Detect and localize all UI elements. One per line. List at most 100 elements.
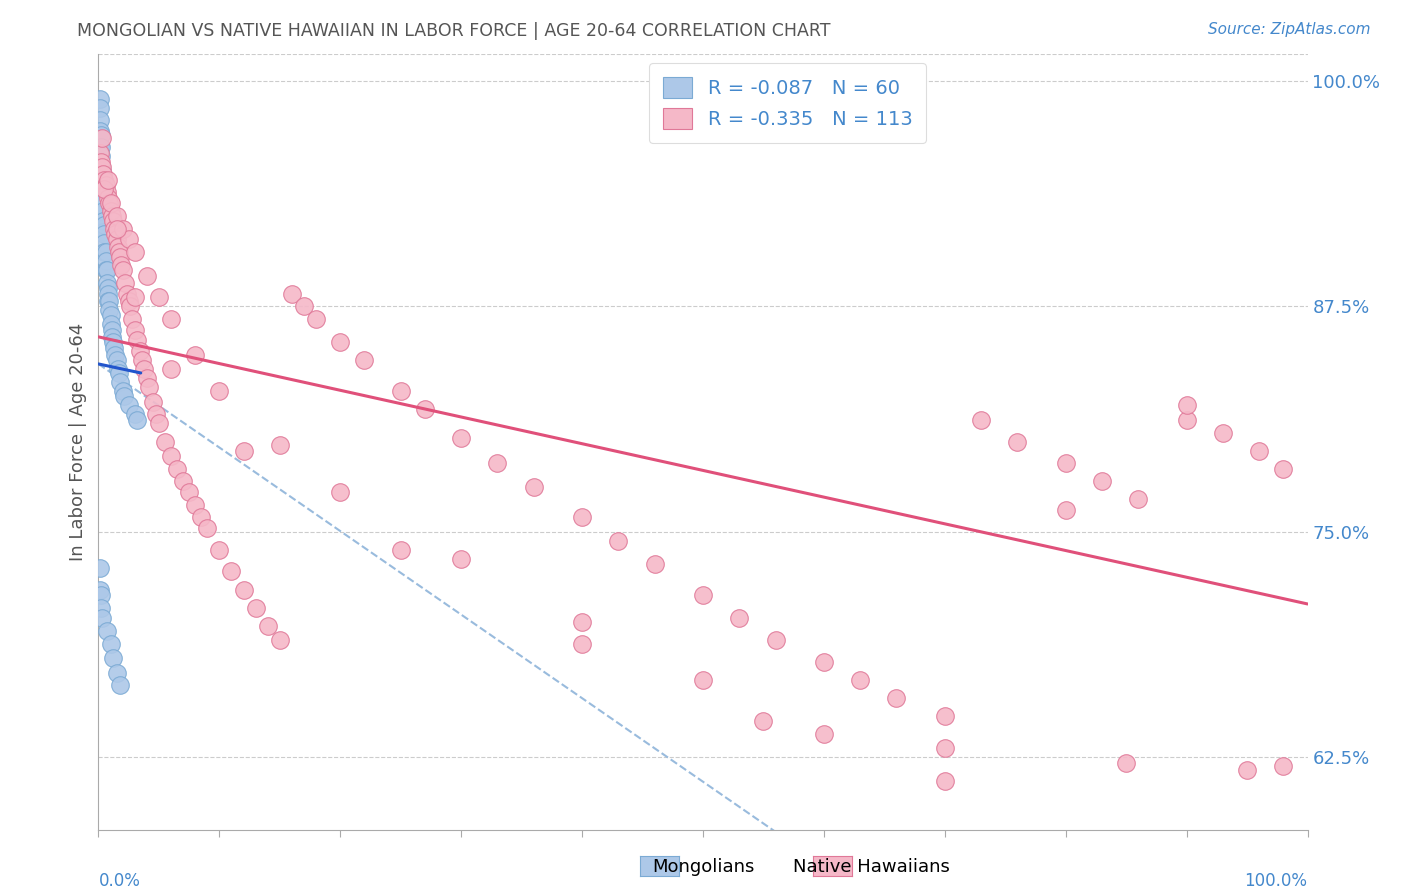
Point	[96, 276, 118, 290]
Point	[89, 582, 111, 597]
Point	[89, 113, 111, 128]
Point	[96, 263, 118, 277]
Point	[607, 533, 630, 548]
Point	[91, 191, 114, 205]
Point	[329, 485, 352, 500]
Point	[813, 655, 835, 669]
Point	[245, 600, 267, 615]
Point	[160, 362, 183, 376]
Point	[111, 384, 134, 398]
Point	[281, 286, 304, 301]
Text: 0.0%: 0.0%	[98, 872, 141, 890]
Point	[450, 431, 472, 445]
Point	[100, 317, 122, 331]
Point	[91, 160, 114, 174]
Point	[523, 480, 546, 494]
Point	[124, 323, 146, 337]
Point	[1128, 492, 1150, 507]
Point	[91, 214, 114, 228]
Point	[93, 227, 115, 241]
Point	[765, 633, 787, 648]
Point	[1272, 759, 1295, 773]
Point	[104, 348, 127, 362]
Point	[90, 169, 112, 184]
Point	[96, 624, 118, 638]
Point	[97, 173, 120, 187]
Point	[111, 221, 134, 235]
Point	[101, 651, 124, 665]
Point	[90, 128, 112, 142]
Point	[101, 335, 124, 350]
Point	[179, 485, 201, 500]
Point	[208, 542, 231, 557]
Point	[90, 600, 112, 615]
Point	[124, 290, 146, 304]
Point	[100, 308, 122, 322]
Point	[692, 588, 714, 602]
Point	[91, 131, 114, 145]
Point	[89, 561, 111, 575]
Point	[353, 353, 375, 368]
Point	[1175, 399, 1198, 413]
Text: Source: ZipAtlas.com: Source: ZipAtlas.com	[1208, 22, 1371, 37]
Point	[172, 475, 194, 489]
Point	[124, 408, 146, 422]
Point	[91, 186, 114, 200]
Point	[1212, 425, 1234, 440]
Point	[90, 588, 112, 602]
Point	[97, 281, 120, 295]
Point	[90, 160, 112, 174]
Point	[486, 456, 509, 470]
Point	[98, 302, 121, 317]
Point	[98, 293, 121, 308]
Point	[100, 203, 122, 218]
Point	[93, 182, 115, 196]
Point	[1054, 503, 1077, 517]
Point	[292, 299, 315, 313]
Point	[571, 637, 593, 651]
Point	[389, 384, 412, 398]
Point	[108, 245, 131, 260]
Point	[89, 136, 111, 151]
Point	[128, 344, 150, 359]
Point	[124, 245, 146, 260]
Point	[108, 678, 131, 692]
Point	[728, 611, 751, 625]
Point	[117, 286, 139, 301]
Point	[1054, 456, 1077, 470]
Point	[98, 196, 121, 211]
Point	[256, 618, 278, 632]
Point	[108, 251, 131, 265]
Point	[111, 263, 134, 277]
Point	[127, 334, 149, 348]
Point	[94, 254, 117, 268]
Point	[970, 413, 993, 427]
Point	[91, 194, 114, 209]
Point	[105, 221, 128, 235]
Point	[108, 375, 131, 389]
Point	[269, 438, 291, 452]
Point	[97, 286, 120, 301]
Point	[94, 178, 117, 193]
Point	[131, 353, 153, 368]
Point	[142, 394, 165, 409]
Point	[1175, 413, 1198, 427]
Point	[107, 362, 129, 376]
Text: 100.0%: 100.0%	[1244, 872, 1308, 890]
Point	[118, 399, 141, 413]
Point	[93, 218, 115, 232]
Point	[105, 665, 128, 680]
Point	[1236, 763, 1258, 777]
Point	[413, 402, 436, 417]
Point	[104, 227, 127, 241]
Point	[100, 637, 122, 651]
Point	[96, 186, 118, 200]
Point	[89, 101, 111, 115]
Point	[108, 366, 131, 380]
Point	[190, 510, 212, 524]
Point	[105, 232, 128, 246]
Point	[135, 268, 157, 283]
Point	[934, 709, 956, 723]
Point	[232, 582, 254, 597]
Point	[90, 178, 112, 193]
